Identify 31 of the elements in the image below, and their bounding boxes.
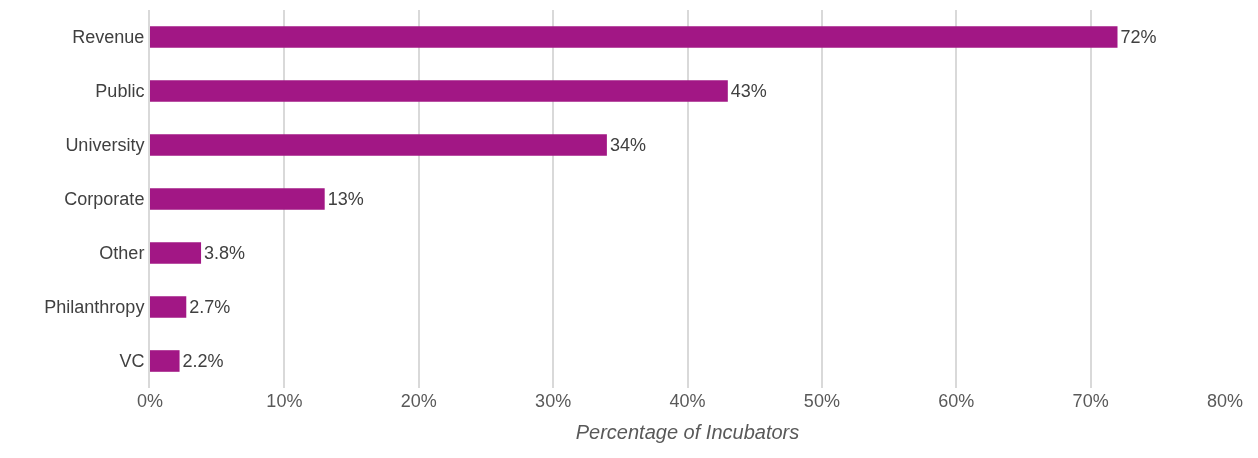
data-label: 72% — [1120, 27, 1157, 47]
bar — [150, 26, 1118, 48]
x-tick-label: 60% — [938, 391, 975, 411]
bar — [150, 188, 325, 210]
bar — [150, 242, 202, 264]
data-label: 13% — [327, 189, 364, 209]
bar — [150, 80, 728, 102]
x-tick-label: 80% — [1206, 391, 1244, 411]
data-label: 3.8% — [204, 243, 246, 263]
data-label: 34% — [609, 135, 646, 155]
x-tick-label: 10% — [266, 391, 303, 411]
data-label: 43% — [730, 81, 767, 101]
x-tick-label: 40% — [669, 391, 706, 411]
y-tick-label: VC — [119, 351, 145, 372]
y-tick-label: Public — [95, 81, 145, 102]
data-label: 2.2% — [182, 351, 224, 371]
y-tick-label: Revenue — [72, 27, 145, 48]
bar — [150, 350, 180, 372]
x-tick-label: 50% — [803, 391, 840, 411]
y-tick-label: Philanthropy — [44, 297, 145, 318]
x-tick-label: 0% — [136, 391, 164, 411]
bar — [150, 134, 607, 156]
x-axis-title: Percentage of Incubators — [575, 420, 800, 443]
y-tick-label: University — [65, 135, 145, 156]
y-tick-label: Other — [99, 243, 145, 264]
y-tick-label: Corporate — [64, 189, 145, 210]
x-tick-label: 20% — [400, 391, 437, 411]
data-label: 2.7% — [189, 297, 231, 317]
bar — [150, 296, 187, 318]
x-tick-label: 30% — [535, 391, 572, 411]
x-tick-label: 70% — [1072, 391, 1109, 411]
